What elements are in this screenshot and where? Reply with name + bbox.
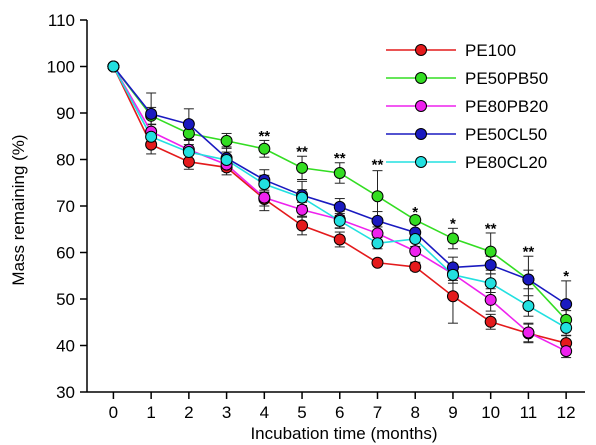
y-tick-label: 90 [56, 104, 75, 123]
x-tick-label: 1 [146, 403, 155, 422]
data-point [409, 245, 422, 258]
y-tick-label: 100 [47, 58, 75, 77]
significance-marker: * [450, 216, 456, 233]
data-point [371, 214, 384, 227]
significance-marker: ** [258, 128, 270, 145]
x-tick-label: 5 [297, 403, 306, 422]
legend-item: PE50PB50 [386, 69, 548, 88]
data-point [371, 237, 384, 250]
significance-marker: ** [485, 220, 497, 237]
data-point [258, 178, 271, 191]
data-point [258, 191, 271, 204]
y-tick-label: 110 [48, 11, 75, 30]
data-point [333, 200, 346, 213]
data-point [409, 213, 422, 226]
data-point [145, 107, 158, 120]
legend-label: PE80PB20 [465, 97, 548, 116]
legend-marker [415, 128, 427, 140]
data-point [371, 256, 384, 269]
data-point [296, 203, 309, 216]
data-point [484, 259, 497, 272]
data-point [409, 260, 422, 273]
data-point [484, 245, 497, 258]
y-tick-label: 80 [56, 151, 75, 170]
legend-label: PE80CL20 [465, 153, 547, 172]
legend-item: PE80CL20 [386, 153, 547, 172]
data-point [560, 345, 573, 358]
significance-marker: ** [296, 144, 308, 161]
data-point [446, 290, 459, 303]
x-tick-label: 9 [448, 403, 457, 422]
data-point [182, 118, 195, 131]
data-point [258, 142, 271, 155]
series-markers-pe80cl20 [107, 60, 573, 334]
y-tick-label: 30 [56, 383, 75, 402]
data-point [371, 190, 384, 203]
data-point [560, 298, 573, 311]
x-axis-ticks: 0 1 2 3 4 5 6 7 8 9 10 11 12 [109, 392, 576, 422]
series-layer [107, 60, 573, 359]
data-point [522, 273, 535, 286]
y-tick-label: 60 [56, 244, 75, 263]
data-point [446, 232, 459, 245]
y-axis-title: Mass remaining (%) [9, 134, 28, 285]
significance-marker: ** [523, 244, 535, 261]
data-point [107, 60, 120, 73]
significance-annotations: **** ** **** ***** [258, 128, 569, 285]
legend-marker [415, 100, 427, 112]
y-tick-label: 50 [56, 290, 75, 309]
legend-label: PE50PB50 [465, 69, 548, 88]
legend-marker [415, 72, 427, 84]
data-point [296, 191, 309, 204]
x-tick-label: 12 [557, 403, 576, 422]
legend-item: PE50CL50 [386, 125, 547, 144]
significance-marker: * [412, 204, 418, 221]
data-point [333, 214, 346, 227]
data-point [333, 233, 346, 246]
data-point [220, 153, 233, 166]
data-point [333, 166, 346, 179]
legend-label: PE100 [465, 41, 516, 60]
legend: PE100 PE50PB50 PE80PB20 PE50CL50 PE80CL20 [386, 41, 548, 172]
data-point [409, 233, 422, 246]
data-point [220, 134, 233, 147]
y-axis-ticks: 30 40 50 60 70 80 90 100 110 [47, 11, 87, 402]
data-point [296, 219, 309, 232]
x-tick-label: 4 [260, 403, 269, 422]
significance-marker: ** [372, 157, 384, 174]
x-tick-label: 8 [410, 403, 419, 422]
data-point [145, 130, 158, 143]
x-tick-label: 11 [520, 403, 538, 422]
data-point [446, 268, 459, 281]
y-tick-label: 70 [56, 197, 75, 216]
x-tick-label: 7 [373, 403, 382, 422]
x-tick-label: 6 [335, 403, 344, 422]
legend-marker [415, 44, 427, 56]
data-point [522, 299, 535, 312]
x-tick-label: 10 [481, 403, 500, 422]
data-point [484, 315, 497, 328]
x-tick-label: 2 [184, 403, 193, 422]
legend-marker [415, 156, 427, 168]
data-point [522, 326, 535, 339]
data-point [296, 161, 309, 174]
x-tick-label: 3 [222, 403, 231, 422]
data-point [484, 277, 497, 290]
legend-item: PE80PB20 [386, 97, 548, 116]
legend-label: PE50CL50 [465, 125, 547, 144]
data-point [560, 321, 573, 334]
x-axis-title: Incubation time (months) [250, 424, 437, 443]
x-tick-label: 0 [109, 403, 118, 422]
significance-marker: * [563, 268, 569, 285]
y-tick-label: 40 [56, 337, 75, 356]
legend-item: PE100 [386, 41, 516, 60]
data-point [484, 293, 497, 306]
data-point [182, 146, 195, 159]
significance-marker: ** [334, 150, 346, 167]
